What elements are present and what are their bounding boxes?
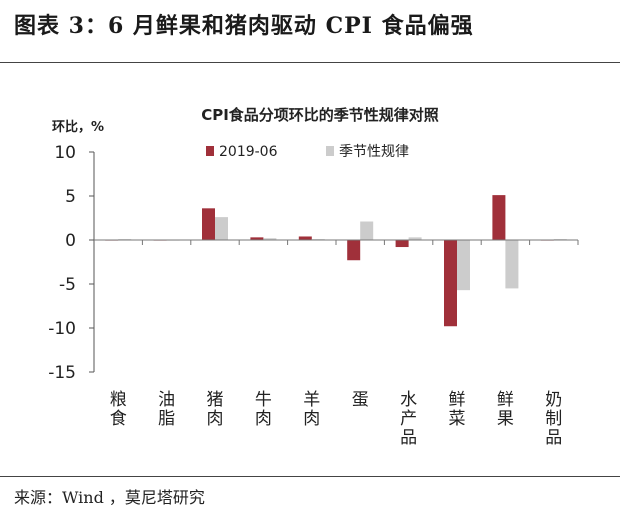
bar-2019-06 [298,236,312,240]
bar-seasonal [408,237,422,240]
y-tick-label: -10 [48,319,76,339]
x-category-label: 牛肉 [255,390,272,429]
x-category-label: 鲜菜 [449,390,466,429]
legend-label-seasonal: 季节性规律 [339,144,409,160]
bar-2019-06 [395,240,409,248]
source-note: 来源：Wind ，莫尼塔研究 [14,488,205,507]
top-rule [0,62,620,63]
legend: 2019-06 季节性规律 [206,144,409,160]
y-tick-label: -5 [59,275,76,295]
bar-2019-06 [444,240,457,327]
x-category-label: 油脂 [158,390,175,429]
x-category-label: 蛋 [352,390,369,410]
bars [105,195,567,327]
bar-2019-06 [347,240,361,261]
x-category-label: 鲜果 [497,390,514,429]
y-tick-label: 10 [54,143,76,163]
figure-title: 图表 3：6 月鲜果和猪肉驱动 CPI 食品偏强 [14,13,474,39]
bar-2019-06 [250,237,264,240]
bar-seasonal [505,240,519,289]
y-tick-label: -15 [48,363,76,383]
legend-label-2019-06: 2019-06 [219,144,278,160]
bar-seasonal [360,221,374,240]
bar-2019-06 [202,208,215,240]
x-category-label: 猪肉 [207,390,224,429]
x-category-label: 粮食 [110,390,127,429]
bottom-rule [0,476,620,477]
y-axis: 10 5 0 -5 -10 -15 [48,143,95,383]
legend-swatch-2019-06 [206,146,214,156]
y-tick-label: 5 [65,187,76,207]
chart-title: CPI食品分项环比的季节性规律对照 [201,106,439,124]
x-category-label: 水产品 [400,390,417,448]
bar-2019-06 [492,195,506,240]
y-axis-label: 环比，% [52,119,104,135]
x-category-label: 羊肉 [303,390,320,429]
bar-seasonal [457,240,470,291]
y-tick-label: 0 [65,231,76,251]
legend-swatch-seasonal [326,146,334,156]
bar-seasonal [215,217,228,240]
x-category-label: 奶制品 [545,390,562,448]
bar-seasonal [263,238,277,240]
